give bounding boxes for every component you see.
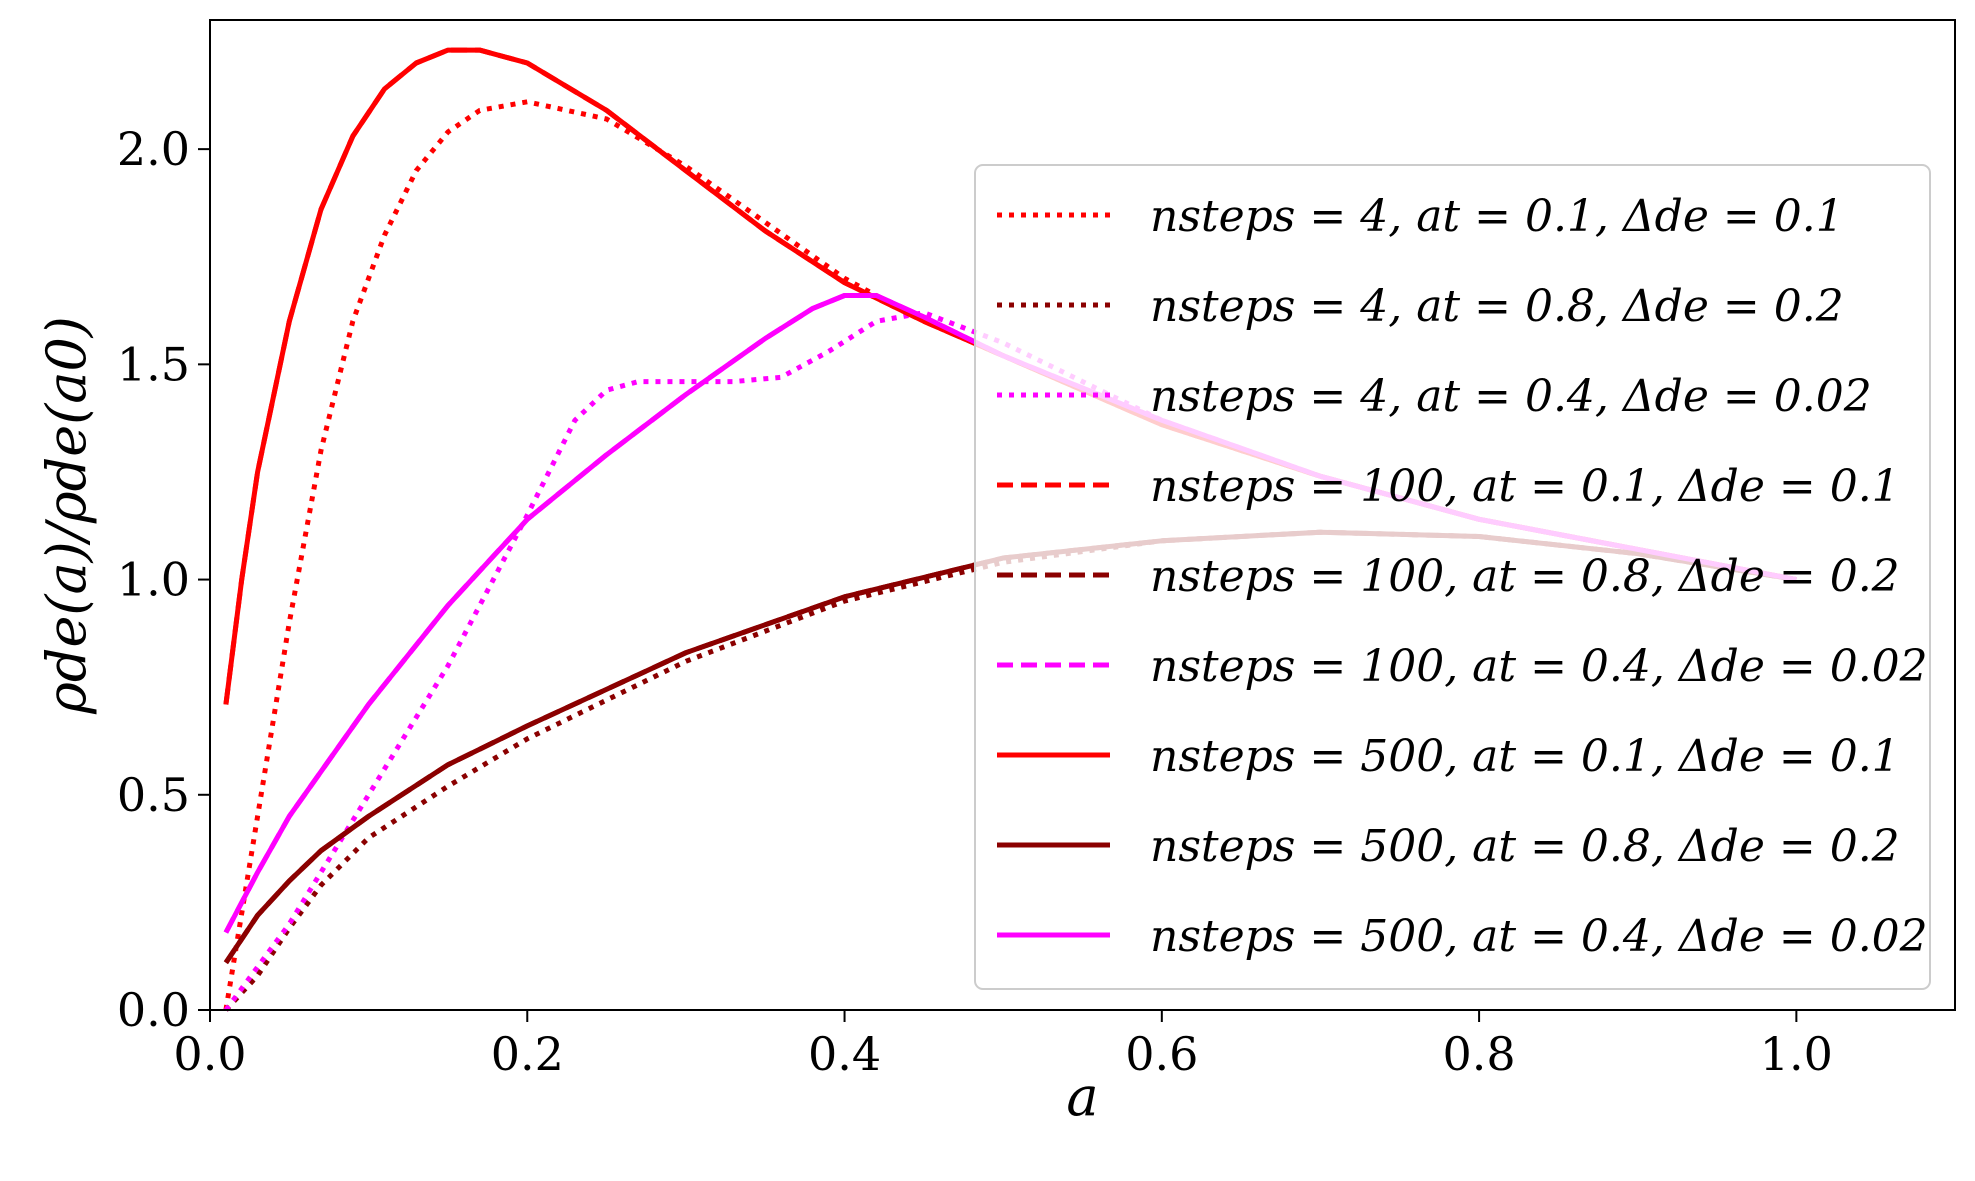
tick-layer: 0.0 0.2 0.4 0.6 0.8 1.0 0.0 0.5 1.0 1.5 2.0 [117,122,1833,1081]
y-tick-label: 1.0 [117,553,190,607]
x-tick-label: 0.4 [808,1027,881,1081]
x-axis-label: a [1066,1065,1098,1128]
legend-label-6: nsteps = 100, at = 0.4, Δde = 0.02 [1150,641,1928,692]
x-tick-label: 0.6 [1125,1027,1198,1081]
legend-label-8: nsteps = 500, at = 0.8, Δde = 0.2 [1150,821,1900,872]
legend-label-4: nsteps = 100, at = 0.1, Δde = 0.1 [1150,461,1900,512]
x-tick-label: 1.0 [1760,1027,1833,1081]
y-tick-label: 0.5 [117,768,190,822]
y-tick-label: 0.0 [117,983,190,1037]
y-tick-label: 1.5 [117,337,190,391]
x-tick-label: 0.8 [1443,1027,1516,1081]
x-tick-label: 0.2 [491,1027,564,1081]
y-axis-label: ρde(a)/ρde(a0) [35,316,98,715]
legend-label-7: nsteps = 500, at = 0.1, Δde = 0.1 [1150,731,1900,782]
legend-label-3: nsteps = 4, at = 0.4, Δde = 0.02 [1150,371,1872,422]
x-tick-label: 0.0 [173,1027,246,1081]
legend-label-5: nsteps = 100, at = 0.8, Δde = 0.2 [1150,551,1900,602]
plot-frame [209,19,1956,1011]
legend: nsteps = 4, at = 0.1, Δde = 0.1 nsteps = … [974,164,1931,990]
legend-box [974,164,1931,990]
legend-label-2: nsteps = 4, at = 0.8, Δde = 0.2 [1150,281,1844,332]
legend-label-9: nsteps = 500, at = 0.4, Δde = 0.02 [1150,911,1928,962]
series-line-1 [223,99,1797,1011]
legend-label-1: nsteps = 4, at = 0.1, Δde = 0.1 [1150,191,1844,242]
y-tick-label: 2.0 [117,122,190,176]
